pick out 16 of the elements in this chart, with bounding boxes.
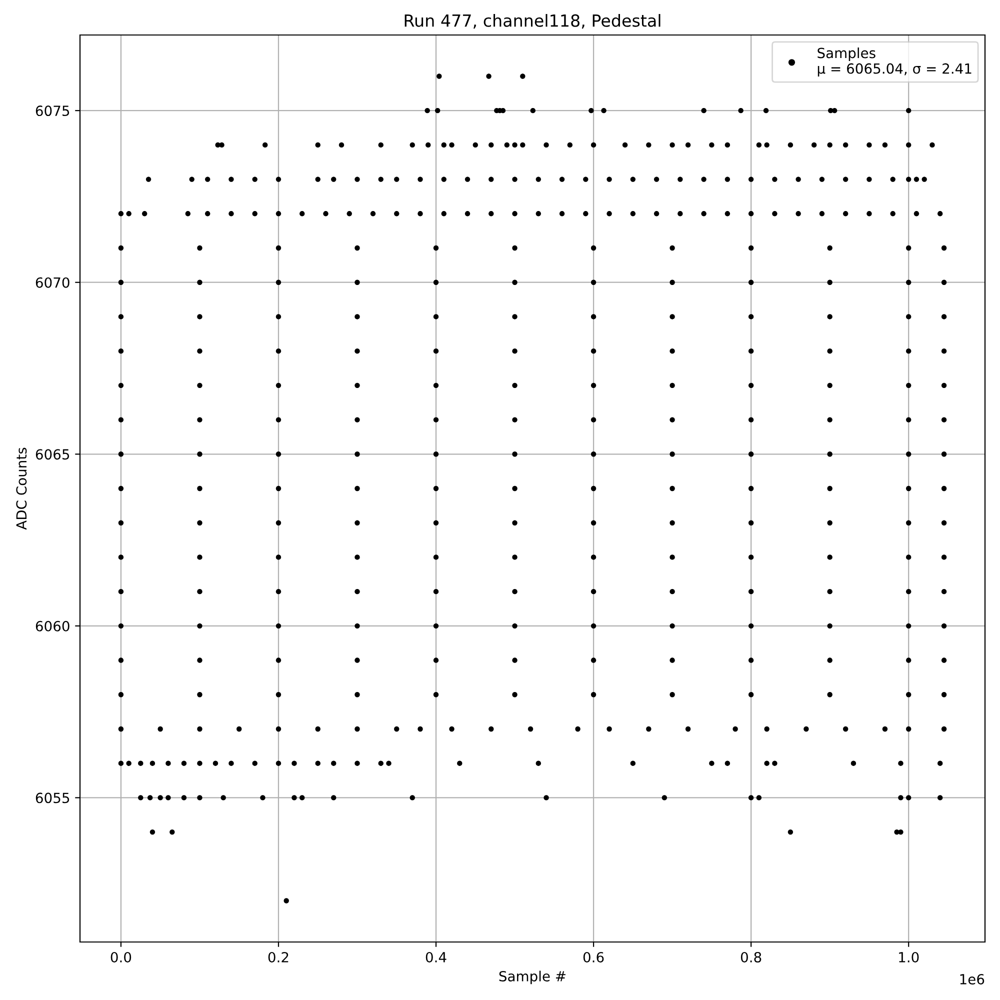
- y-tick-label: 6065: [36, 449, 70, 460]
- x-axis-title: Sample #: [499, 970, 566, 984]
- y-tick-label: 6060: [36, 620, 70, 632]
- y-tick-label: 6055: [36, 792, 70, 804]
- x-tick-label: 0.8: [740, 952, 762, 962]
- x-tick-label: 0.6: [583, 952, 604, 962]
- y-tick-label: 6075: [36, 106, 70, 116]
- x-tick-label: 0.0: [110, 952, 132, 962]
- x-tick-label: 0.4: [426, 952, 446, 962]
- text: 1e6: [960, 974, 984, 984]
- x-tick-label: 0.2: [268, 952, 288, 962]
- y-tick-label: 6070: [36, 277, 70, 288]
- legend-label: Samples μ = 6065.04, σ = 2.41: [818, 48, 972, 76]
- chart-title: Run 477, channel118, Pedestal: [404, 14, 660, 29]
- x-tick-label: 1.0: [899, 952, 919, 962]
- y-axis-title: ADC Counts: [16, 448, 27, 530]
